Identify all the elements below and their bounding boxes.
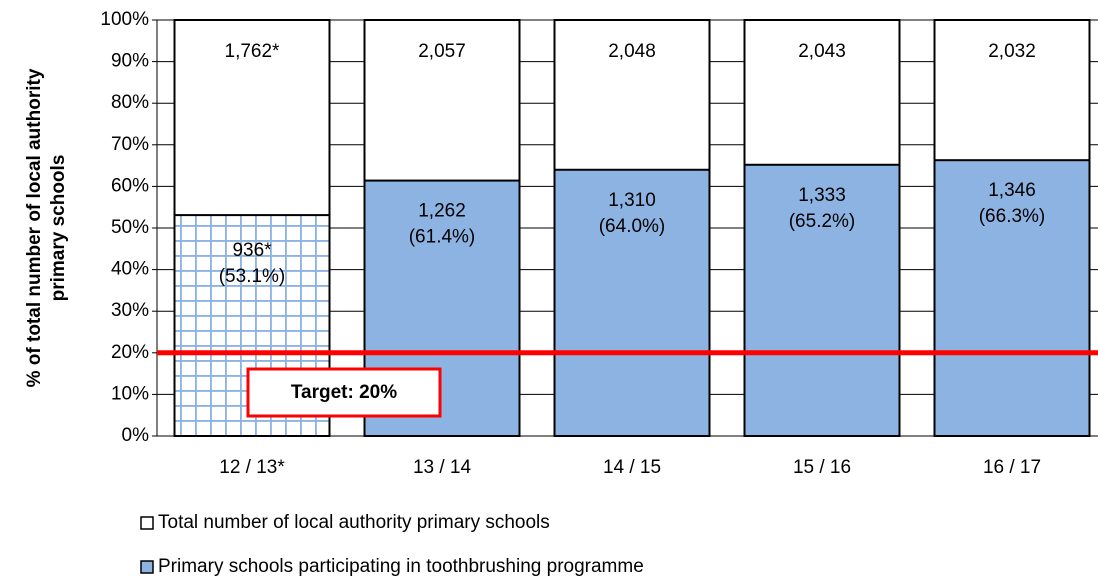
data-label: (61.4%) [409,227,476,248]
legend-label: Total number of local authority primary … [158,512,550,533]
y-tick-label: 100% [100,9,149,30]
data-label: (53.1%) [219,266,286,287]
data-label: 2,043 [798,41,846,62]
x-tick-label: 16 / 17 [983,457,1041,478]
data-label: 2,057 [418,41,466,62]
data-label: (64.0%) [599,216,666,237]
x-tick-label: 13 / 14 [413,457,472,478]
data-label: 2,048 [608,41,656,62]
data-label: 1,310 [608,190,656,211]
y-tick-label: 40% [111,259,149,280]
y-tick-label: 0% [122,425,150,446]
data-label: 1,262 [418,201,466,222]
legend-swatch [140,560,154,574]
data-label: 1,762* [225,41,281,62]
bar [743,163,901,437]
data-label: 936* [232,240,272,261]
x-tick-label: 15 / 16 [793,457,851,478]
y-tick-label: 60% [111,175,149,196]
y-axis-title: % of total number of local authority [24,68,45,387]
data-label: 2,032 [988,41,1036,62]
data-label: (66.3%) [979,206,1046,227]
bar [553,168,711,437]
y-tick-label: 20% [111,342,149,363]
x-tick-label: 14 / 15 [603,457,661,478]
bar [933,159,1091,438]
y-axis-title: primary schools [48,155,69,302]
x-tick-label: 12 / 13* [219,457,285,478]
y-tick-label: 10% [111,383,149,404]
y-tick-label: 90% [111,51,149,72]
legend-swatch [140,516,154,530]
data-label: (65.2%) [789,211,856,232]
y-tick-label: 70% [111,134,149,155]
legend-label: Primary schools participating in toothbr… [158,556,644,577]
y-tick-label: 50% [111,217,149,238]
target-box [246,367,442,418]
y-tick-label: 80% [111,92,149,113]
target-label: Target: 20% [291,382,397,403]
data-label: 1,333 [798,185,846,206]
data-label: 1,346 [988,180,1036,201]
y-tick-label: 30% [111,300,149,321]
